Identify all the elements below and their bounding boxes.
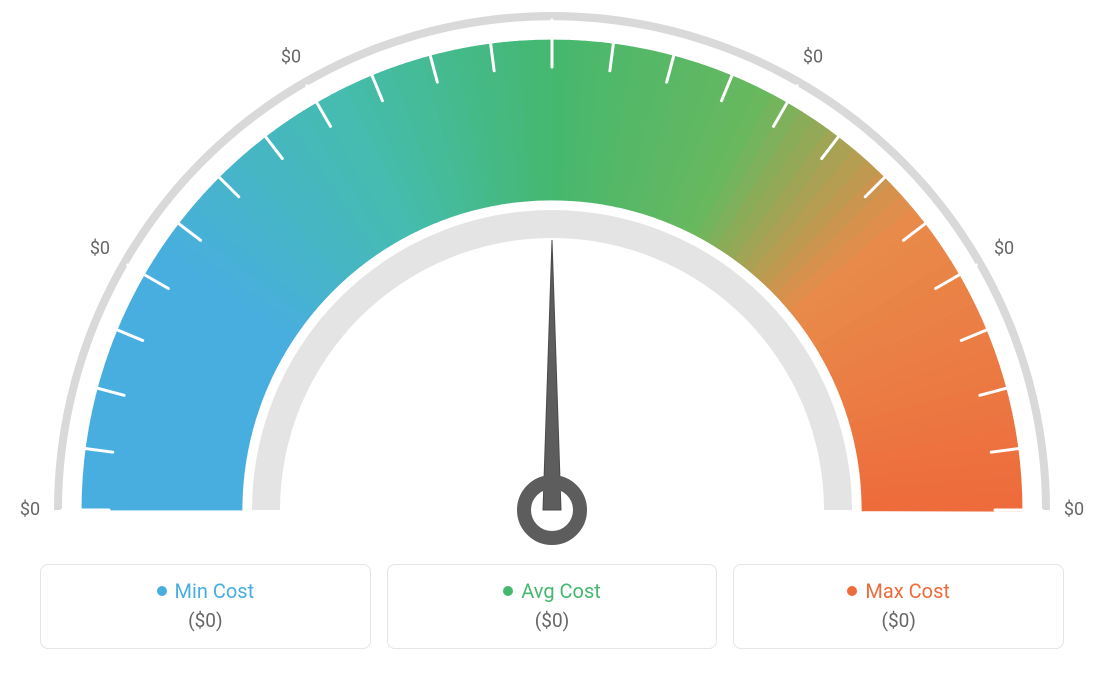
legend-dot-avg bbox=[503, 586, 513, 596]
legend-dot-min bbox=[157, 586, 167, 596]
svg-text:$0: $0 bbox=[994, 238, 1014, 259]
legend-value-min: ($0) bbox=[49, 609, 362, 632]
svg-text:$0: $0 bbox=[1064, 499, 1084, 520]
legend-dot-max bbox=[847, 586, 857, 596]
svg-text:$0: $0 bbox=[281, 47, 301, 68]
cost-gauge-widget: $0 $0 $0 $0 $0 $0 $0 Min Cost ($0) Avg Cost ($… bbox=[0, 0, 1104, 690]
legend-label-avg: Avg Cost bbox=[521, 579, 601, 603]
legend-box-min: Min Cost ($0) bbox=[40, 564, 371, 649]
svg-text:$0: $0 bbox=[20, 499, 40, 520]
legend-box-max: Max Cost ($0) bbox=[733, 564, 1064, 649]
legend-label-min: Min Cost bbox=[175, 579, 255, 603]
legend-title-min: Min Cost bbox=[49, 579, 362, 603]
svg-text:$0: $0 bbox=[542, 0, 562, 2]
legend-box-avg: Avg Cost ($0) bbox=[387, 564, 718, 649]
legend-value-max: ($0) bbox=[742, 609, 1055, 632]
legend-value-avg: ($0) bbox=[396, 609, 709, 632]
gauge-chart: $0 $0 $0 $0 $0 $0 $0 bbox=[0, 0, 1104, 560]
legend-title-avg: Avg Cost bbox=[396, 579, 709, 603]
legend-title-max: Max Cost bbox=[742, 579, 1055, 603]
svg-text:$0: $0 bbox=[90, 238, 110, 259]
svg-text:$0: $0 bbox=[803, 47, 823, 68]
legend-label-max: Max Cost bbox=[865, 579, 950, 603]
legend-row: Min Cost ($0) Avg Cost ($0) Max Cost ($0… bbox=[0, 564, 1104, 649]
gauge-svg: $0 $0 $0 $0 $0 $0 $0 bbox=[0, 0, 1104, 560]
